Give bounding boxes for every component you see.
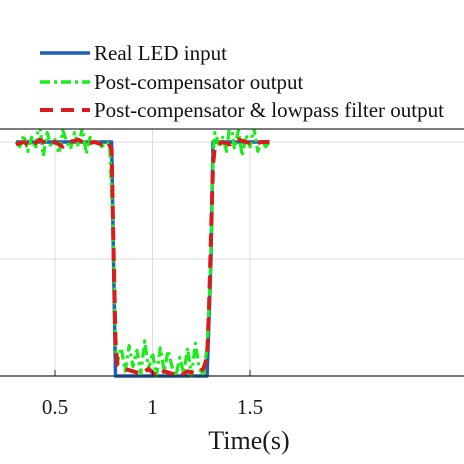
- legend-label-post-compensator: Post-compensator output: [94, 70, 304, 94]
- x-tick-label-0: 0.5: [42, 395, 68, 419]
- x-tick-label-2: 1.5: [237, 395, 263, 419]
- legend-label-real-led: Real LED input: [94, 41, 227, 65]
- legend: Real LED input Post-compensator output P…: [0, 0, 464, 130]
- series-line-1: [14, 116, 271, 378]
- x-ticks: 0.5 1 1.5: [42, 370, 263, 419]
- x-tick-label-1: 1: [147, 395, 158, 419]
- legend-label-lowpass: Post-compensator & lowpass filter output: [94, 98, 444, 122]
- x-axis-label: Time(s): [208, 426, 289, 455]
- legend-box: [0, 0, 464, 130]
